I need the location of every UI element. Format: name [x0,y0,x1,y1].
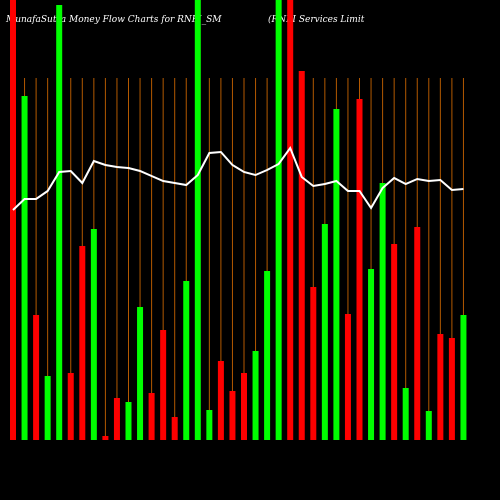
bar [298,71,305,440]
bar [368,269,375,440]
bar [391,244,398,440]
bar [379,183,386,440]
bar [56,5,63,440]
money-flow-line [12,145,464,211]
bar [252,351,259,440]
bar [460,315,467,440]
bar [402,388,409,440]
chart-title: MunafaSutra Money Flow Charts for RNFI_S… [5,15,222,25]
bar [160,330,167,440]
bar [321,224,328,440]
bar [137,307,144,440]
bar [287,0,294,440]
bar [113,398,120,440]
bar [310,287,317,440]
bar [183,281,190,440]
bar [90,229,97,440]
bar [437,334,444,440]
bar [356,99,363,440]
bar [217,361,224,440]
bar [79,246,86,440]
bar [241,373,247,440]
bar [21,96,28,440]
plot [10,0,467,440]
bar [275,0,282,440]
bar [194,0,201,440]
bar [206,410,213,440]
bar [171,417,178,440]
bar [448,338,455,440]
chart-subtitle: (RNFI Services Limit [268,14,365,25]
bar [125,402,132,440]
bar [148,393,155,440]
bar [102,436,109,440]
bar [414,227,421,440]
bar [333,109,340,440]
bar [10,0,16,440]
bar [67,373,74,440]
bar [33,315,40,440]
bar [344,314,351,440]
bar [425,411,432,440]
bar [229,391,236,440]
bar [44,376,51,440]
bar [264,271,271,440]
